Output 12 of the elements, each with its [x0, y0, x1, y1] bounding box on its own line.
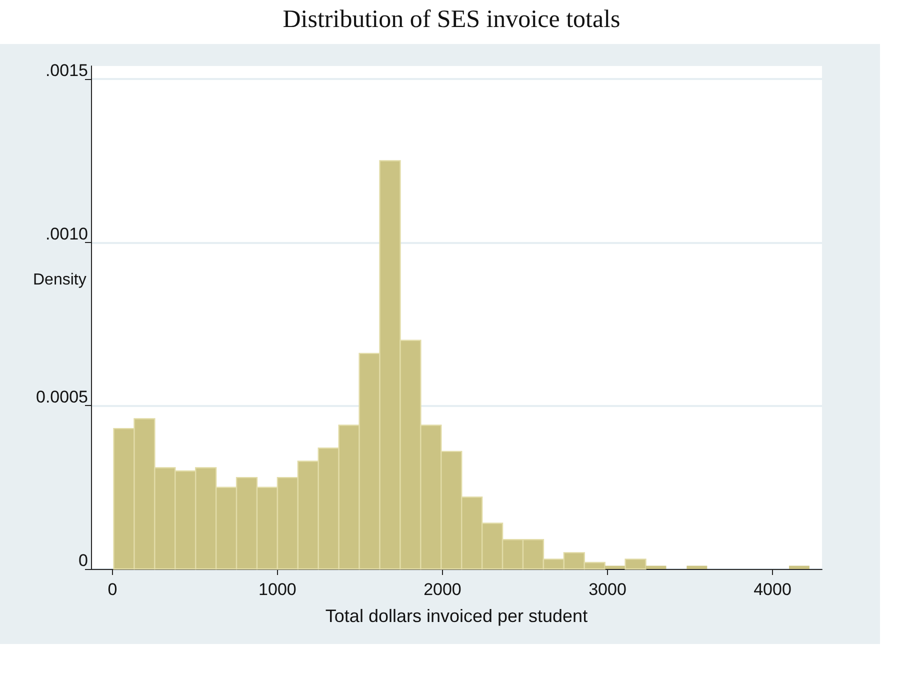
y-tick-label: 0.0005 — [36, 388, 88, 407]
x-tick-label: 2000 — [424, 580, 462, 599]
y-axis-title: Density — [33, 272, 86, 288]
y-tick-label: .0015 — [45, 61, 88, 80]
x-tick-label: 4000 — [754, 580, 792, 599]
x-tick-label: 1000 — [258, 580, 296, 599]
y-tick-label: .0010 — [45, 224, 88, 244]
x-axis-title: Total dollars invoiced per student — [325, 606, 588, 626]
y-tick-label: 0 — [78, 551, 88, 570]
x-tick-label: 0 — [108, 580, 118, 599]
chart-title: Distribution of SES invoice totals — [282, 6, 622, 34]
x-tick-label: 3000 — [588, 580, 626, 599]
